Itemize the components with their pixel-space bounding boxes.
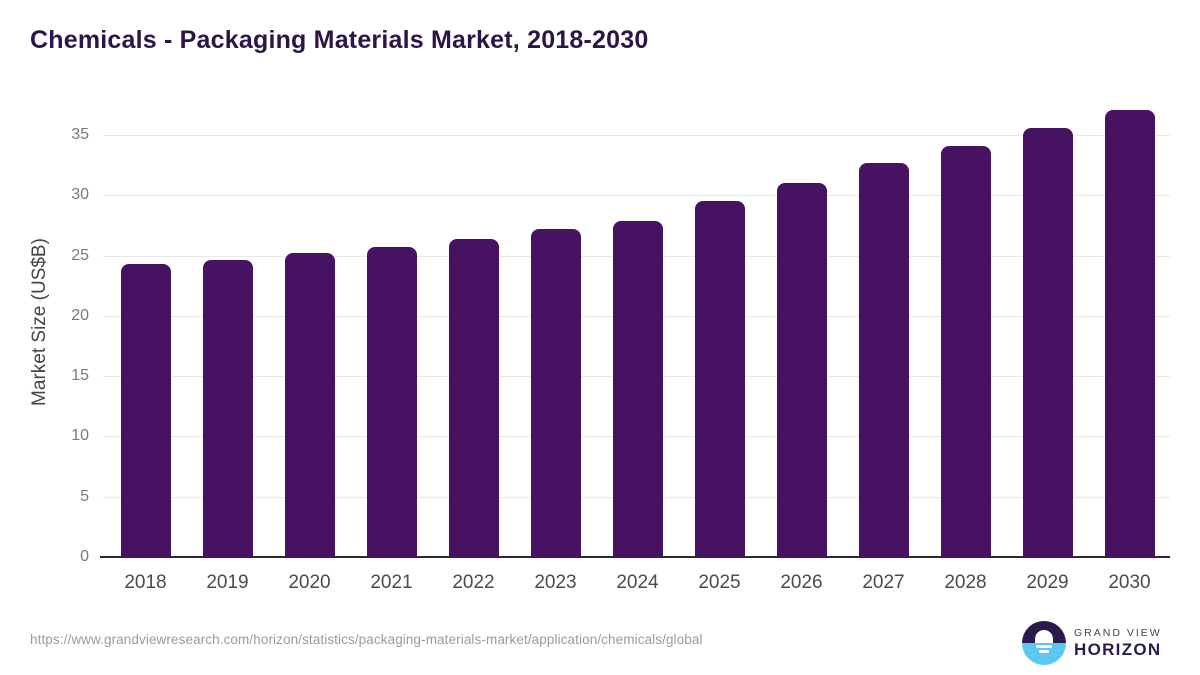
logo-sea-half — [1022, 643, 1066, 665]
logo-wave-line-2 — [1039, 650, 1049, 653]
logo-wave-line-1 — [1036, 645, 1052, 648]
bar-2028 — [940, 145, 991, 557]
x-tick-label-2025: 2025 — [698, 572, 741, 593]
bar-2022 — [448, 238, 499, 557]
x-tick-label-2018: 2018 — [124, 572, 167, 593]
logo-brand-top: GRAND VIEW — [1074, 626, 1162, 639]
x-tick-label-2024: 2024 — [616, 572, 659, 593]
bar-2030 — [1104, 109, 1155, 557]
x-tick-label-2023: 2023 — [534, 572, 577, 593]
x-tick-label-2030: 2030 — [1108, 572, 1151, 593]
bar-2025 — [694, 201, 745, 557]
y-tick-label-35: 35 — [71, 125, 89, 143]
y-tick-label-30: 30 — [71, 186, 89, 204]
x-tick-label-2020: 2020 — [288, 572, 331, 593]
x-tick-label-2022: 2022 — [452, 572, 495, 593]
x-tick-label-2027: 2027 — [862, 572, 905, 593]
y-tick-label-15: 15 — [71, 367, 89, 385]
x-tick-label-2028: 2028 — [944, 572, 987, 593]
logo-brand-bottom: HORIZON — [1074, 639, 1162, 659]
bar-2029 — [1022, 127, 1073, 557]
y-tick-label-20: 20 — [71, 306, 89, 324]
x-tick-label-2019: 2019 — [206, 572, 249, 593]
bar-2023 — [530, 228, 581, 557]
bar-2021 — [366, 247, 417, 557]
y-tick-label-25: 25 — [71, 246, 89, 264]
bar-2027 — [858, 162, 909, 557]
bar-2024 — [612, 220, 663, 557]
chart-title: Chemicals - Packaging Materials Market, … — [30, 26, 649, 54]
bar-2019 — [202, 260, 253, 557]
gridline-y-30 — [103, 195, 1170, 197]
x-tick-label-2021: 2021 — [370, 572, 413, 593]
x-tick-label-2029: 2029 — [1026, 572, 1069, 593]
logo-text: GRAND VIEW HORIZON — [1074, 627, 1162, 660]
y-tick-label-0: 0 — [80, 548, 89, 565]
grand-view-horizon-logo: GRAND VIEW HORIZON — [1022, 621, 1162, 665]
y-tick-label-10: 10 — [71, 427, 89, 445]
gridline-y-35 — [103, 134, 1170, 136]
logo-sun-shape — [1035, 630, 1053, 643]
bar-2020 — [284, 253, 335, 557]
bar-2026 — [776, 183, 827, 557]
x-axis-line — [100, 556, 1170, 558]
bar-2018 — [120, 263, 171, 557]
horizon-sunset-icon — [1022, 621, 1066, 665]
source-url: https://www.grandviewresearch.com/horizo… — [30, 632, 703, 647]
y-tick-label-5: 5 — [80, 487, 89, 505]
x-tick-label-2026: 2026 — [780, 572, 823, 593]
